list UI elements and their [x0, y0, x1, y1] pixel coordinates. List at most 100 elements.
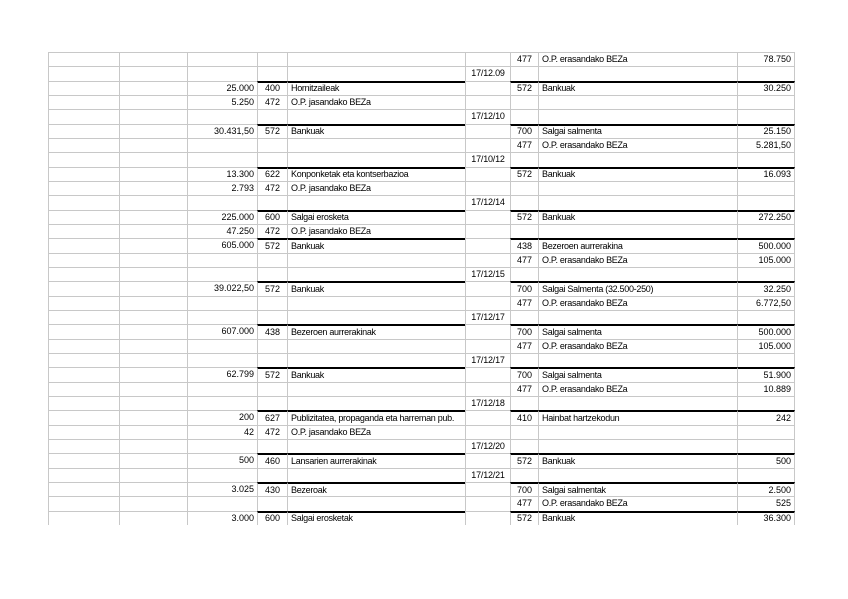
- cell-debit-name: O.P. jasandako BEZa: [287, 424, 465, 439]
- cell-credit-amount: [737, 467, 795, 482]
- cell-credit-account: 410: [510, 410, 538, 425]
- cell-credit-account: [510, 266, 538, 282]
- cell-debit-amount: [187, 66, 257, 81]
- cell-empty-b: [119, 438, 187, 454]
- cell-credit-amount: 500.000: [737, 238, 795, 253]
- cell-empty-b: [119, 467, 187, 482]
- cell-empty-b: [119, 281, 187, 296]
- cell-debit-account: 572: [257, 123, 287, 138]
- cell-debit-account: [257, 252, 287, 267]
- cell-empty-b: [119, 381, 187, 396]
- cell-credit-account: [510, 309, 538, 325]
- cell-debit-amount: 25.000: [187, 80, 257, 95]
- cell-debit-account: [257, 195, 287, 210]
- cell-credit-name: O.P. erasandako BEZa: [538, 496, 737, 511]
- cell-debit-name: [287, 309, 465, 325]
- cell-credit-name: O.P. erasandako BEZa: [538, 338, 737, 353]
- cell-debit-amount: 605.000: [187, 238, 257, 253]
- cell-date: [465, 510, 510, 525]
- cell-credit-amount: [737, 395, 795, 411]
- cell-empty-a: [48, 309, 119, 325]
- cell-debit-name: Salgai erosketak: [287, 510, 465, 525]
- cell-debit-account: 600: [257, 510, 287, 525]
- cell-date: [465, 52, 510, 67]
- cell-empty-b: [119, 510, 187, 525]
- cell-debit-amount: [187, 295, 257, 310]
- cell-credit-account: 700: [510, 123, 538, 138]
- cell-credit-account: 572: [510, 453, 538, 468]
- cell-credit-amount: 25.150: [737, 123, 795, 138]
- cell-date: 17/12/14: [465, 195, 510, 210]
- cell-empty-b: [119, 352, 187, 368]
- cell-credit-amount: 51.900: [737, 367, 795, 382]
- cell-date: [465, 80, 510, 95]
- cell-debit-amount: 30.431,50: [187, 123, 257, 138]
- cell-empty-a: [48, 152, 119, 167]
- cell-date: [465, 223, 510, 239]
- cell-credit-account: [510, 66, 538, 81]
- cell-credit-account: 572: [510, 166, 538, 181]
- cell-debit-amount: 42: [187, 424, 257, 439]
- cell-credit-name: [538, 180, 737, 196]
- cell-credit-amount: [737, 223, 795, 239]
- cell-debit-name: Lansarien aurrerakinak: [287, 453, 465, 468]
- cell-credit-account: 477: [510, 52, 538, 67]
- cell-debit-amount: [187, 152, 257, 167]
- cell-empty-a: [48, 467, 119, 482]
- cell-credit-amount: 500: [737, 453, 795, 468]
- cell-credit-account: [510, 223, 538, 239]
- cell-debit-name: [287, 152, 465, 167]
- cell-debit-amount: [187, 252, 257, 267]
- cell-debit-name: [287, 52, 465, 67]
- cell-credit-account: [510, 109, 538, 124]
- cell-debit-amount: [187, 109, 257, 124]
- cell-date: [465, 481, 510, 497]
- cell-credit-account: 700: [510, 367, 538, 382]
- cell-empty-b: [119, 410, 187, 425]
- cell-debit-account: [257, 152, 287, 167]
- cell-empty-a: [48, 410, 119, 425]
- cell-debit-name: Bankuak: [287, 238, 465, 253]
- cell-empty-a: [48, 510, 119, 525]
- cell-credit-name: Bankuak: [538, 209, 737, 224]
- cell-empty-a: [48, 438, 119, 454]
- cell-debit-account: [257, 496, 287, 511]
- cell-credit-account: [510, 94, 538, 110]
- cell-debit-name: Publizitatea, propaganda eta harreman pu…: [287, 410, 465, 425]
- cell-debit-account: 460: [257, 453, 287, 468]
- cell-empty-b: [119, 252, 187, 267]
- cell-debit-name: [287, 438, 465, 454]
- cell-empty-b: [119, 338, 187, 353]
- cell-debit-amount: 62.799: [187, 367, 257, 382]
- cell-debit-name: Salgai erosketa: [287, 209, 465, 224]
- cell-debit-amount: [187, 467, 257, 482]
- cell-credit-account: 700: [510, 281, 538, 296]
- cell-debit-name: Bezeroen aurrerakinak: [287, 324, 465, 339]
- cell-credit-account: [510, 352, 538, 368]
- cell-credit-amount: [737, 352, 795, 368]
- cell-date: [465, 367, 510, 382]
- cell-credit-amount: 32.250: [737, 281, 795, 296]
- cell-date: [465, 324, 510, 339]
- cell-credit-account: 572: [510, 209, 538, 224]
- cell-credit-amount: 10.889: [737, 381, 795, 396]
- cell-empty-a: [48, 453, 119, 468]
- cell-empty-b: [119, 123, 187, 138]
- cell-debit-account: 600: [257, 209, 287, 224]
- cell-debit-name: Bezeroak: [287, 481, 465, 497]
- cell-credit-amount: [737, 424, 795, 439]
- cell-empty-a: [48, 109, 119, 124]
- cell-empty-a: [48, 281, 119, 296]
- cell-debit-name: Hornitzaileak: [287, 80, 465, 95]
- cell-date: 17/12/17: [465, 309, 510, 325]
- cell-debit-account: [257, 137, 287, 153]
- cell-debit-name: [287, 195, 465, 210]
- cell-credit-amount: [737, 180, 795, 196]
- cell-date: [465, 295, 510, 310]
- cell-empty-a: [48, 137, 119, 153]
- cell-credit-amount: 2.500: [737, 481, 795, 497]
- cell-debit-name: [287, 381, 465, 396]
- cell-empty-a: [48, 395, 119, 411]
- cell-credit-name: Bezeroen aurrerakina: [538, 238, 737, 253]
- cell-empty-a: [48, 123, 119, 138]
